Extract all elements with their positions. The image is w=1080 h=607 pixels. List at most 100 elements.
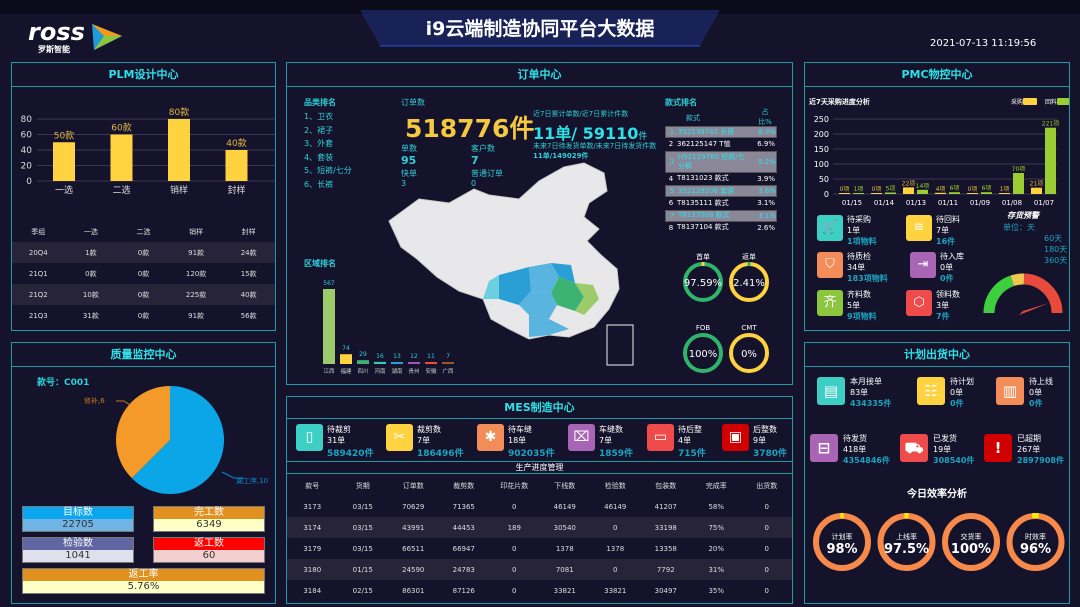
table-row: 20Q4 1款 0款 91款 24款 [12, 242, 275, 263]
y-tick-label: 40 [21, 146, 33, 156]
cell: 0 [764, 586, 769, 595]
pie-slice [131, 386, 224, 494]
header-bar [0, 0, 1080, 14]
plan-item-name: 已超期 [1017, 434, 1041, 443]
quality-title: 质量监控中心 [12, 343, 275, 367]
region-value: 11 [427, 353, 435, 360]
plan-item-pieces: 2897908件 [1017, 456, 1064, 465]
plm-table: 季组 一选 二选 销样 封样 20Q4 1款 0款 91款 24款 21Q1 0款 0款 120款 15款 2… [12, 221, 275, 331]
cell: 15款 [240, 269, 257, 278]
x-tick-label: 01/11 [938, 199, 958, 207]
cell: 款号 [305, 481, 320, 490]
stat-label: 检验数 [23, 538, 133, 550]
logo-subtitle: 罗斯智能 [38, 45, 70, 54]
pmc-item-detail: 1项物料 [847, 237, 877, 246]
plan-item-pieces: 308540件 [933, 456, 975, 465]
bar [168, 119, 190, 181]
plan-item-orders: 19单 [933, 445, 952, 454]
legend-label: 回料 [1045, 98, 1057, 106]
style-share: 3.1% [757, 199, 775, 208]
bar-label: 21项 [1030, 181, 1044, 188]
order-count-label: 订单数 [401, 98, 425, 107]
style-row: 2 362125147 T恤 6.9% [665, 138, 777, 150]
cell: 75% [708, 523, 725, 532]
pmc-item-name: 领料数 [936, 290, 960, 299]
stat-label: 返工数 [154, 538, 264, 550]
x-tick-label: 01/07 [1034, 199, 1054, 207]
cell: 0 [512, 502, 517, 511]
style-rank: 6 [668, 199, 674, 208]
x-tick-label: 销样 [170, 184, 188, 196]
logo-mark-icon [92, 24, 122, 50]
cell: 0款 [85, 269, 97, 278]
future-value: 11单/149029件 [533, 152, 589, 160]
style-share: 6.9% [757, 140, 775, 149]
style-rank: 5 [669, 187, 675, 196]
cell: 24款 [240, 248, 257, 257]
region-ranking-title: 区域排名 [304, 259, 336, 268]
plan-item-pieces: 4354846件 [843, 456, 890, 465]
ring-value: 97.59% [684, 278, 722, 289]
y-tick-label: 20 [21, 162, 33, 172]
cell: 56款 [240, 311, 257, 320]
plan-item-name: 本月接单 [850, 377, 882, 386]
bar [949, 192, 960, 194]
stock-gauge [983, 273, 1063, 315]
bar [903, 187, 914, 194]
bar [999, 193, 1010, 194]
efficiency-ring-gap [840, 513, 844, 518]
label-line [116, 400, 131, 406]
cell: 一选 [83, 227, 98, 236]
ring-label: 返单 [742, 252, 756, 261]
gauge-segment [1023, 273, 1063, 314]
pmc-item-orders: 0单 [940, 263, 954, 272]
pmc-panel: PMC物控中心 近7天采购进度分析 采购 回料 0 50 100 150 200 250 01/1… [804, 62, 1070, 331]
style-rank: 4 [668, 174, 674, 183]
x-tick-label: 一选 [55, 184, 73, 196]
plan-item-name: 待上线 [1029, 377, 1053, 386]
bar-label: 50款 [54, 129, 74, 141]
cell: 44453 [452, 523, 475, 532]
normal-label: 普通订单 [471, 169, 503, 178]
plan-title: 计划出货中心 [805, 343, 1069, 367]
cell: 0 [764, 502, 769, 511]
category-item: 2、裙子 [304, 125, 334, 135]
bar-label: 80款 [169, 106, 189, 118]
ring-value: 2.41% [733, 278, 765, 289]
stock-warning-title: 存货预警 [1007, 211, 1039, 220]
stat-value: 5.76% [23, 581, 264, 593]
ring-label: CMT [741, 324, 757, 332]
recent-value-number: 11单/ 59110 [533, 124, 639, 143]
bar-label: 0项 [968, 186, 978, 193]
table-header: 款号 货期 订单数 裁剪数 印花片数 下线数 检验数 包装数 完成率 出货数 [287, 475, 792, 496]
ring-label: 首单 [696, 252, 710, 261]
pmc-item-name: 待采购 [847, 215, 871, 224]
normal-value: 0 [471, 179, 477, 188]
bar [1013, 173, 1024, 194]
plan-item-name: 待计划 [950, 377, 974, 386]
cart-icon: 🛒 [817, 215, 843, 241]
cell: 0 [613, 523, 618, 532]
cell: 0款 [137, 311, 150, 320]
style-row: 5 352129206 套装 3.6% [665, 184, 777, 198]
cell: 20Q4 [28, 248, 48, 257]
order-rings: 首单 97.59% 返单 2.41% FOB 100% CMT 0% [683, 252, 769, 373]
leather-icon: ✱ [477, 424, 504, 451]
style-name: T8137104 款式 [677, 223, 729, 232]
stock-level-360: 360天 [1044, 256, 1068, 265]
mes-title: MES制造中心 [287, 397, 792, 419]
cell: 58% [708, 502, 725, 511]
sewing-machine-icon: ⌧ [568, 424, 595, 451]
region-label: 湖南 [391, 367, 403, 375]
region-bar [442, 362, 454, 364]
style-share: 8.3% [758, 128, 776, 137]
region-label: 江西 [323, 368, 335, 375]
region-value: 74 [342, 345, 350, 352]
cell: 225款 [185, 290, 207, 299]
pmc-item-name: 待入库 [940, 252, 964, 261]
label-line [221, 471, 244, 479]
fast-value: 3 [401, 179, 407, 188]
bar-label: 4项 [936, 186, 946, 193]
mes-item-pieces: 3780件 [753, 449, 788, 459]
bar-label: 1项 [854, 186, 864, 193]
